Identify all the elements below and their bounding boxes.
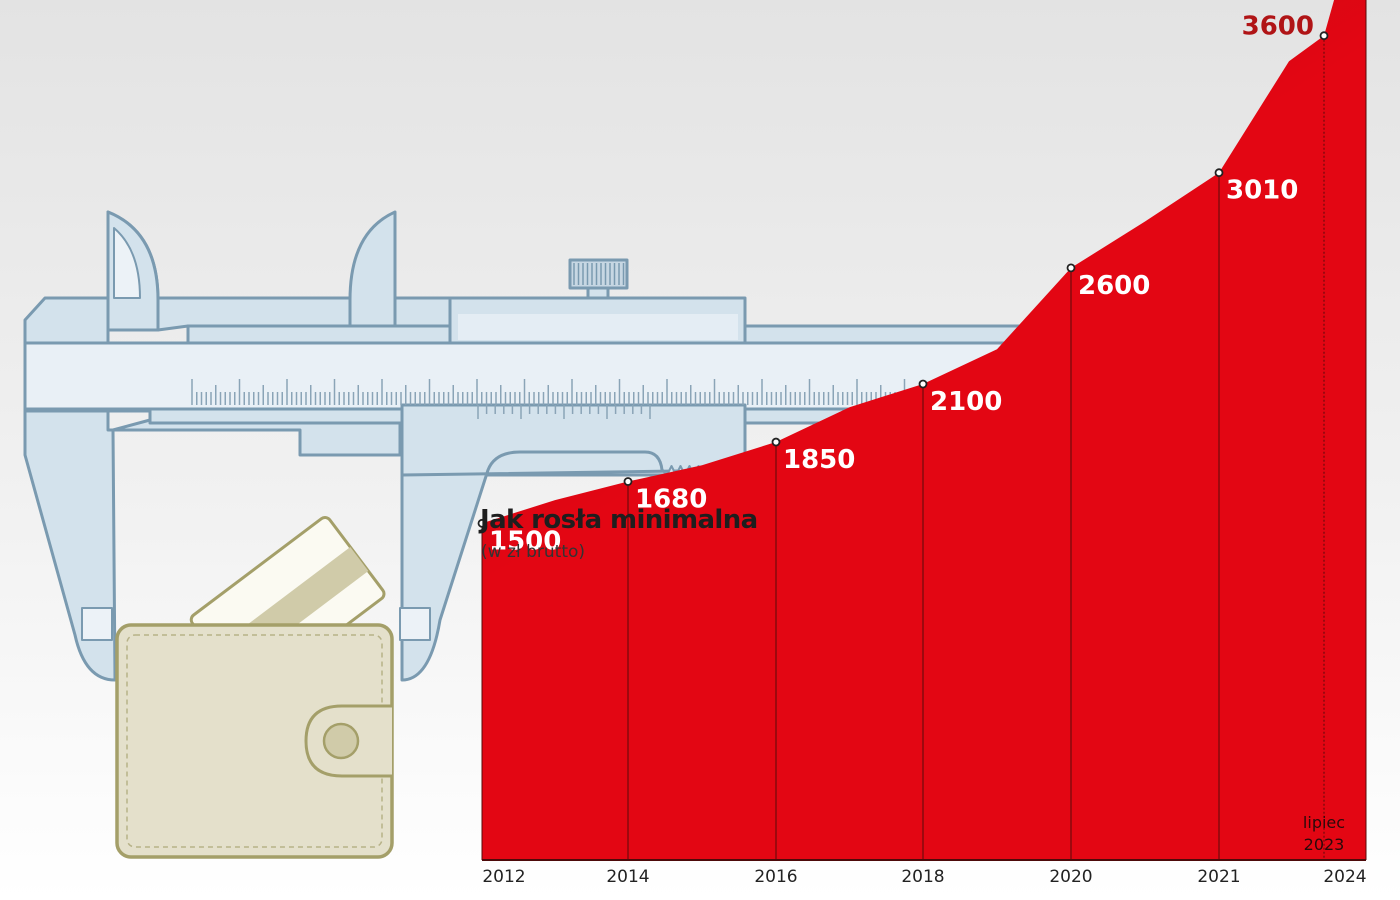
value-label-10: 3010 (1226, 176, 1298, 206)
point-marker-8 (1066, 263, 1076, 273)
wallet-icon (115, 515, 394, 859)
value-label-8: 2600 (1078, 271, 1150, 301)
value-label-0: 1500 (489, 526, 561, 556)
chart-subtitle: (w zł brutto) (481, 542, 586, 562)
value-labels: 15001680185021002600301036004242 (489, 12, 1314, 557)
x-tick-label-2016: 2016 (754, 867, 797, 887)
x-tick-labels: 2012 2014 2016 2018 2020 2021 2024 (482, 867, 1366, 887)
x-tick-label-2020: 2020 (1049, 867, 1092, 887)
x-tick-label-2014: 2014 (606, 867, 649, 887)
area-series (482, 0, 1366, 860)
value-label-6: 2100 (930, 387, 1002, 417)
point-marker-0 (477, 518, 487, 528)
x-tick-label-2012: 2012 (482, 867, 525, 887)
point-marker-4 (771, 437, 781, 447)
chart-title: Jak rosła minimalna (480, 505, 758, 535)
annotation-line-1: lipiec (1302, 813, 1346, 832)
point-marker-6 (918, 379, 928, 389)
annotation-lipiec-2023: lipiec 2023 (1284, 812, 1364, 856)
value-label-2: 1680 (635, 485, 707, 515)
caliper-upper-jaw-right (348, 210, 397, 332)
area-chart: 15001680185021002600301036004242 2012201… (477, 0, 1367, 887)
point-marker-2 (623, 477, 633, 486)
point-markers (477, 31, 1329, 528)
x-tick-label-2024: 2024 (1323, 867, 1366, 887)
annotation-line-2: 2023 (1303, 835, 1345, 854)
value-label-12: 3600 (1242, 12, 1314, 42)
value-label-4: 1850 (783, 445, 855, 475)
wallet-button (322, 722, 360, 760)
drop-lines (481, 0, 1367, 860)
point-marker-12 (1319, 31, 1329, 41)
point-marker-10 (1214, 168, 1224, 178)
x-tick-label-2018: 2018 (901, 867, 944, 887)
x-tick-label-2021: 2021 (1197, 867, 1240, 887)
